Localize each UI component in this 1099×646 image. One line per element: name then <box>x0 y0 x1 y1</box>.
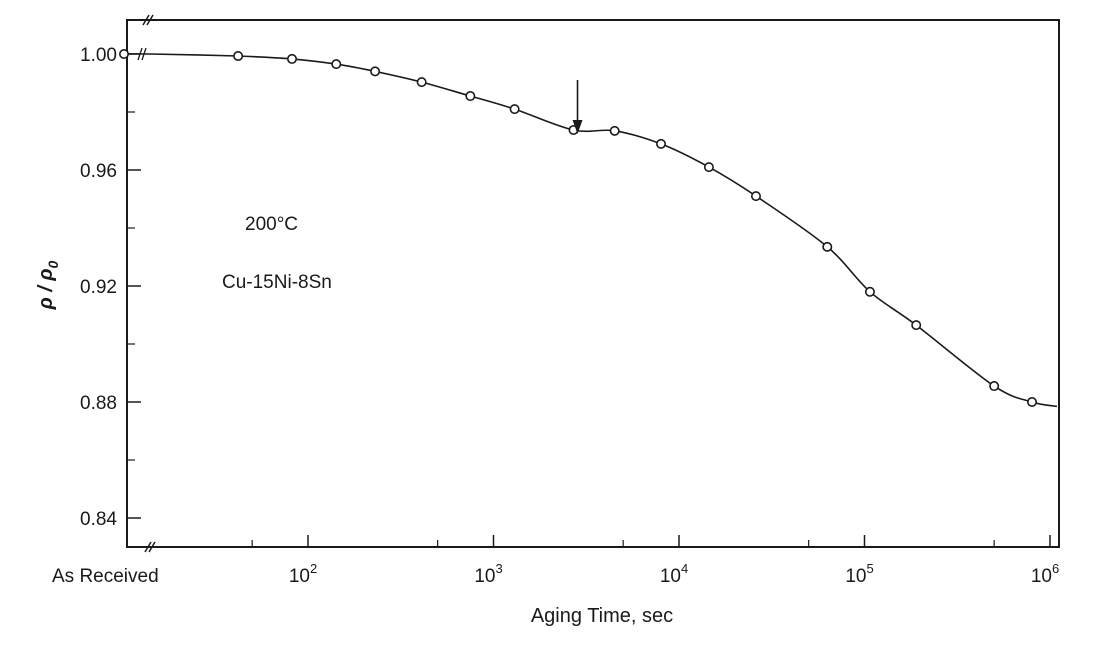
arrow-head <box>572 120 583 134</box>
x-tick-label: 104 <box>660 561 688 587</box>
data-point <box>703 162 714 173</box>
data-point <box>656 138 667 149</box>
data-point <box>989 381 1000 392</box>
data-point <box>287 53 298 64</box>
x-break-mark <box>148 541 156 553</box>
data-point <box>822 241 833 252</box>
y-tick-label: 0.84 <box>80 509 117 530</box>
y-tick-label: 0.88 <box>80 393 117 414</box>
axis-breaks <box>137 14 156 553</box>
data-point <box>609 125 620 136</box>
data-point <box>331 59 342 70</box>
x-start-label: As Received <box>52 566 159 587</box>
y-axis: 0.84 0.88 0.92 0.96 1.00 <box>80 45 141 530</box>
data-point <box>370 66 381 77</box>
arrow-marker <box>572 80 583 134</box>
x-axis-title: Aging Time, sec <box>531 605 673 627</box>
y-tick-label: 0.92 <box>80 277 117 298</box>
data-point <box>465 91 476 102</box>
y-axis-title-subscript: 0 <box>45 260 61 268</box>
x-tick-label: 102 <box>289 561 317 587</box>
x-tick-label: 106 <box>1031 561 1059 587</box>
y-axis-title: ρ / ρ0 <box>35 260 61 310</box>
data-point <box>233 51 244 62</box>
data-point <box>416 77 427 88</box>
top-break-mark <box>146 14 154 26</box>
data-point <box>750 191 761 202</box>
x-tick-label: 103 <box>474 561 502 587</box>
x-axis: 102 103 104 105 106 <box>251 535 1059 587</box>
data-point <box>119 48 130 59</box>
top-break-mark <box>142 14 150 26</box>
y-tick-label: 0.96 <box>80 161 117 182</box>
x-tick-label: 105 <box>845 561 873 587</box>
data-points <box>119 48 1038 407</box>
data-point <box>864 286 875 297</box>
plot-frame <box>126 19 1060 548</box>
annotation-alloy: Cu-15Ni-8Sn <box>222 272 332 293</box>
y-axis-title-main: ρ / ρ <box>35 268 57 310</box>
data-point <box>911 320 922 331</box>
y-tick-label: 1.00 <box>80 45 117 66</box>
data-point <box>509 104 520 115</box>
data-point <box>1027 396 1038 407</box>
x-break-mark <box>144 541 152 553</box>
annotation-temperature: 200°C <box>245 214 298 235</box>
